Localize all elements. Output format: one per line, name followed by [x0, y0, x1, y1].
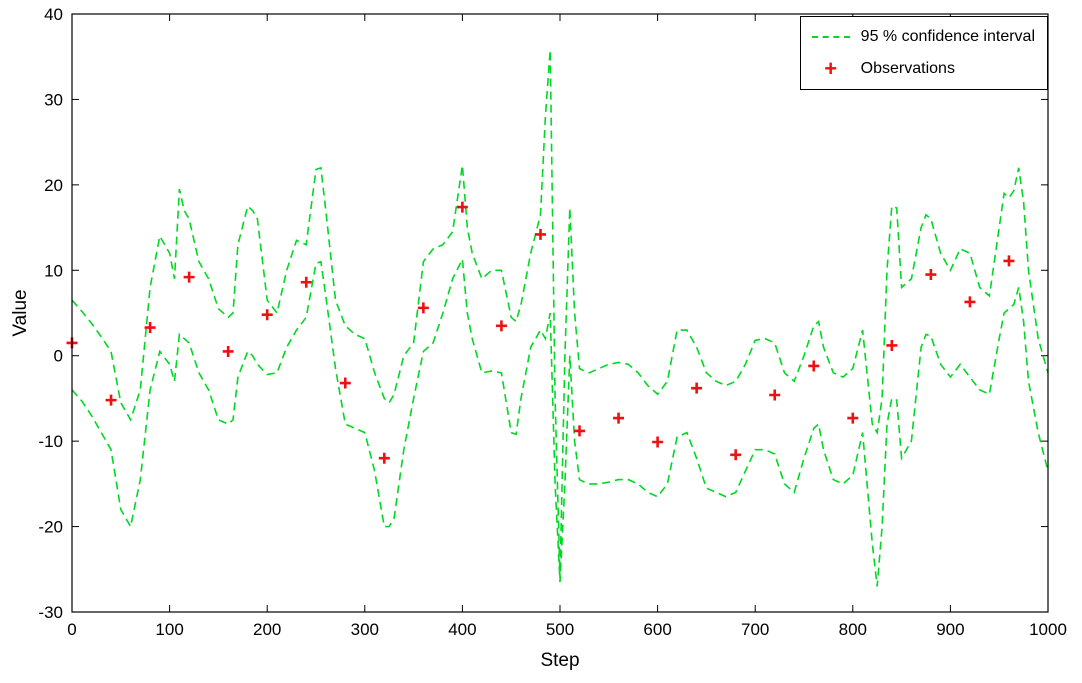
legend-label-observations: Observations: [860, 60, 955, 77]
svg-text:400: 400: [448, 620, 476, 639]
svg-text:700: 700: [741, 620, 769, 639]
svg-text:10: 10: [44, 261, 63, 280]
svg-text:0: 0: [54, 347, 63, 366]
svg-text:-10: -10: [38, 432, 63, 451]
svg-text:300: 300: [351, 620, 379, 639]
svg-text:800: 800: [839, 620, 867, 639]
svg-text:-30: -30: [38, 603, 63, 622]
plus-marker-icon: +: [824, 56, 838, 81]
svg-text:200: 200: [253, 620, 281, 639]
svg-text:20: 20: [44, 176, 63, 195]
svg-text:40: 40: [44, 5, 63, 24]
y-axis-label: Value: [10, 289, 31, 337]
legend-item-confidence-interval: 95 % confidence interval: [809, 25, 1035, 49]
svg-text:500: 500: [546, 620, 574, 639]
svg-text:100: 100: [155, 620, 183, 639]
dashed-line-icon: [809, 36, 853, 38]
svg-text:600: 600: [643, 620, 671, 639]
legend-item-observations: + Observations: [809, 57, 1035, 81]
svg-text:-20: -20: [38, 518, 63, 537]
svg-text:1000: 1000: [1029, 620, 1067, 639]
x-axis-label: Step: [540, 650, 580, 671]
svg-text:900: 900: [936, 620, 964, 639]
legend: 95 % confidence interval + Observations: [799, 16, 1048, 90]
svg-text:0: 0: [67, 620, 76, 639]
svg-text:30: 30: [44, 90, 63, 109]
legend-label-confidence-interval: 95 % confidence interval: [860, 28, 1035, 45]
